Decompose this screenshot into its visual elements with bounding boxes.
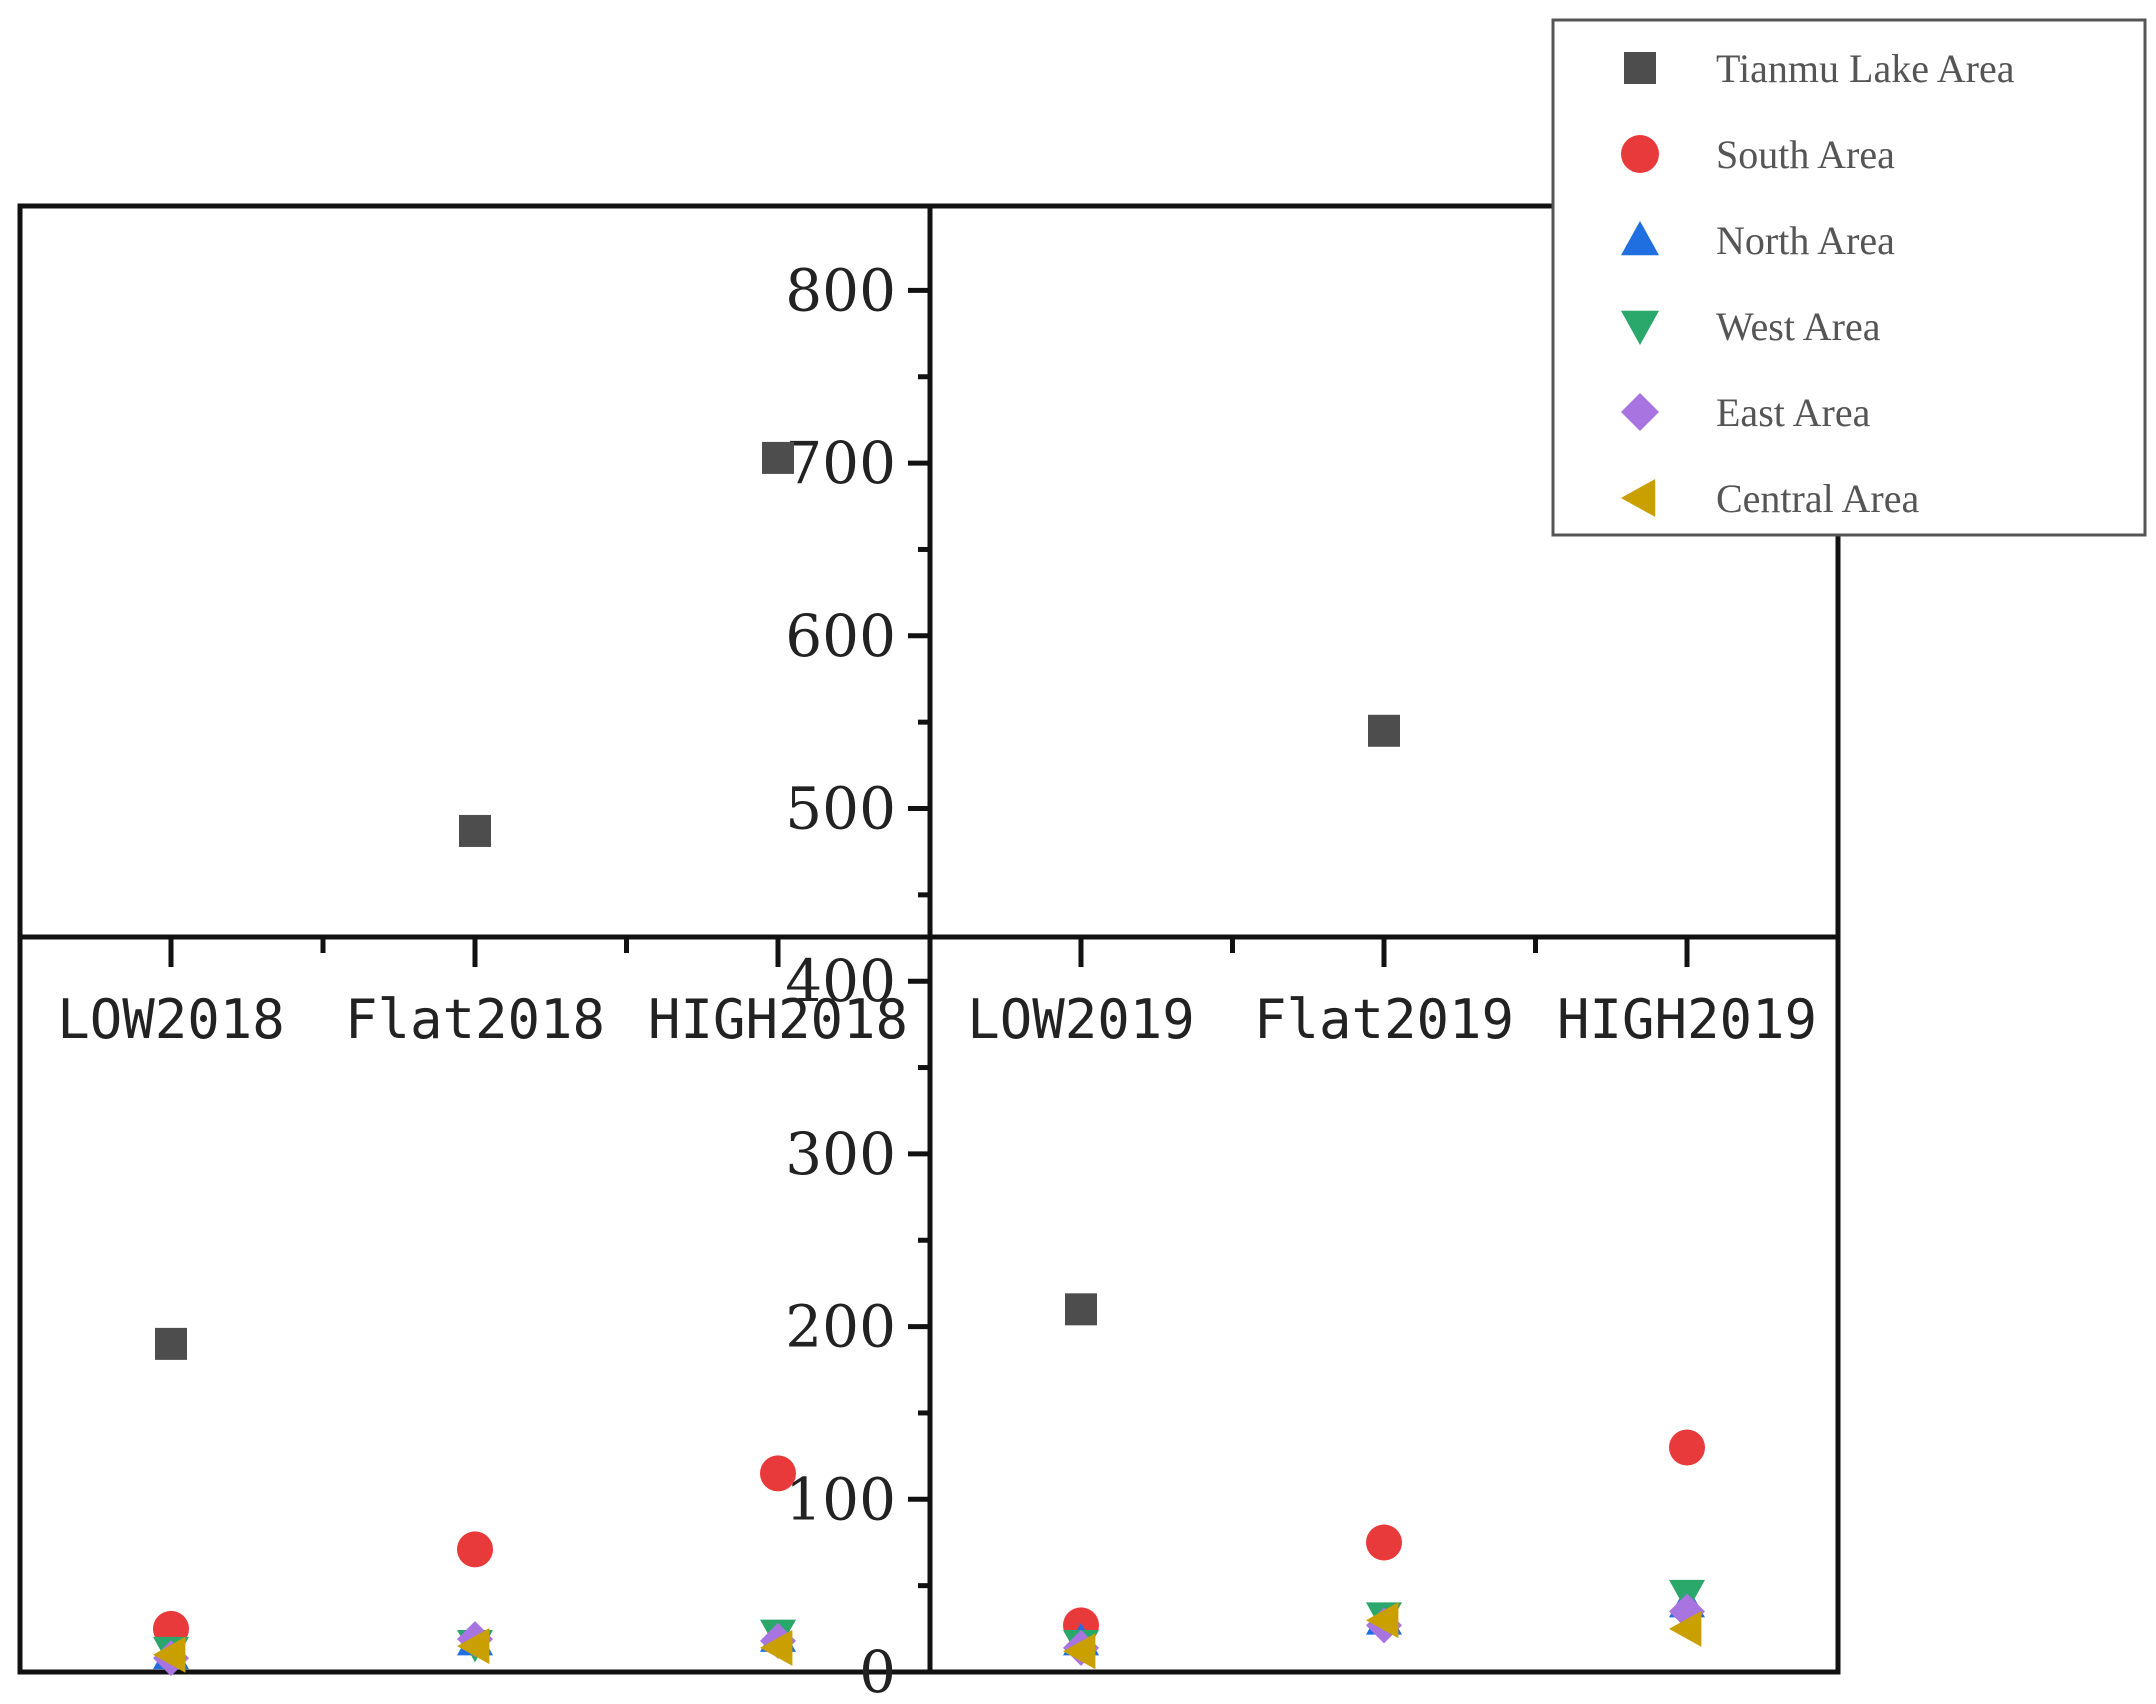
x-tick-label: LOW2019 bbox=[967, 988, 1195, 1051]
tianmu-lake-area-point bbox=[155, 1327, 187, 1360]
central-area-point bbox=[457, 1628, 490, 1665]
y-tick-label: 0 bbox=[859, 1638, 896, 1704]
x-tick-label: LOW2018 bbox=[57, 988, 285, 1051]
y-tick-label: 300 bbox=[785, 1120, 896, 1188]
y-tick-label: 600 bbox=[785, 602, 896, 670]
south-area-point bbox=[760, 1455, 796, 1492]
legend-label: East Area bbox=[1716, 390, 1871, 435]
legend-east-area-icon bbox=[1621, 393, 1659, 431]
y-tick-label: 700 bbox=[785, 429, 896, 497]
legend-label: West Area bbox=[1716, 304, 1881, 349]
south-area-point bbox=[1366, 1524, 1402, 1561]
legend-south-area-icon bbox=[1621, 135, 1659, 173]
south-area-point bbox=[1669, 1429, 1705, 1466]
x-tick-label: Flat2019 bbox=[1254, 988, 1514, 1051]
tianmu-lake-area-point bbox=[1065, 1293, 1097, 1326]
legend-label: Central Area bbox=[1716, 476, 1919, 521]
y-tick-label: 400 bbox=[785, 947, 896, 1015]
legend-central-area-icon bbox=[1621, 479, 1656, 517]
central-area-point bbox=[1366, 1602, 1399, 1639]
tianmu-lake-area-point bbox=[762, 441, 794, 474]
legend-label: Tianmu Lake Area bbox=[1716, 46, 2015, 91]
tianmu-lake-area-point bbox=[1368, 714, 1400, 747]
central-area-point bbox=[1063, 1633, 1096, 1670]
central-area-point bbox=[760, 1629, 793, 1666]
central-area-point bbox=[1669, 1610, 1702, 1647]
legend-north-area-icon bbox=[1621, 221, 1659, 256]
y-tick-label: 800 bbox=[785, 256, 896, 324]
legend-label: North Area bbox=[1716, 218, 1895, 263]
central-area-point bbox=[153, 1636, 186, 1673]
legend-label: South Area bbox=[1716, 132, 1895, 177]
y-tick-label: 500 bbox=[785, 775, 896, 843]
x-tick-label: HIGH2018 bbox=[648, 988, 908, 1051]
x-tick-label: HIGH2019 bbox=[1557, 988, 1817, 1051]
legend-tianmu-lake-area-icon bbox=[1624, 52, 1656, 84]
south-area-point bbox=[457, 1531, 493, 1568]
tianmu-lake-area-point bbox=[459, 814, 491, 847]
legend-box bbox=[1551, 18, 2147, 537]
x-tick-label: Flat2018 bbox=[345, 988, 605, 1051]
legend-west-area-icon bbox=[1621, 310, 1659, 345]
y-tick-label: 100 bbox=[785, 1465, 896, 1533]
y-tick-label: 200 bbox=[785, 1293, 896, 1361]
